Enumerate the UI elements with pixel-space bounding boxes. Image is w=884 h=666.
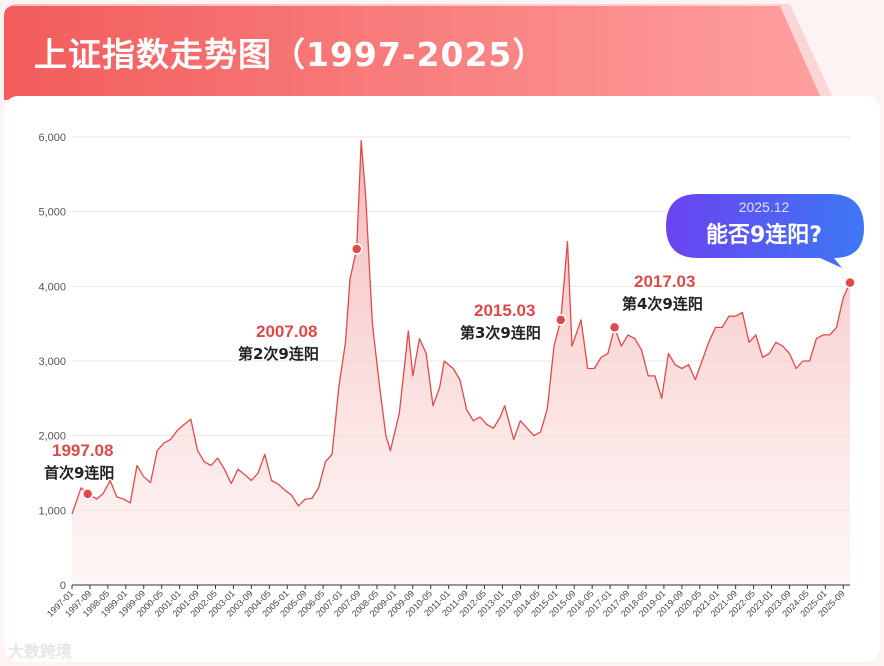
y-tick-label: 0 — [60, 580, 66, 592]
annotation-3-date: 2015.03 — [474, 301, 536, 320]
title-banner — [4, 6, 822, 100]
bubble-date: 2025.12 — [738, 199, 790, 215]
event-marker-dot — [844, 276, 856, 289]
y-tick-label: 3,000 — [38, 356, 66, 368]
annotation-1-label: 首次9连阳 — [44, 464, 115, 482]
series-line — [71, 140, 851, 515]
event-marker-dot — [608, 321, 621, 334]
series-area — [72, 140, 850, 585]
watermark-logo: 大数跨境 — [8, 642, 73, 661]
y-tick-label: 1,000 — [38, 505, 66, 517]
y-axis-ticks: 0 1,000 2,000 3,000 4,000 5,000 6,000 — [38, 132, 66, 592]
bubble-question: 能否9连阳? — [705, 223, 823, 248]
x-axis-ticks: 1997-011997-091998-051999-011999-092000-… — [45, 585, 847, 619]
bubble-shape — [666, 194, 864, 268]
annotation-4-date: 2017.03 — [634, 272, 696, 291]
event-marker-dot — [81, 488, 94, 500]
annotation-2-label: 第2次9连阳 — [238, 345, 319, 363]
y-tick-label: 6,000 — [38, 132, 66, 144]
event-marker-dot — [350, 243, 363, 255]
y-tick-label: 4,000 — [38, 281, 66, 293]
annotation-2-date: 2007.08 — [256, 322, 318, 341]
annotation-1-date: 1997.08 — [52, 441, 114, 460]
y-tick-label: 5,000 — [38, 207, 66, 219]
y-tick-label: 2,000 — [38, 431, 66, 443]
event-markers — [81, 243, 856, 500]
annotation-3-label: 第3次9连阳 — [460, 324, 541, 342]
event-marker-dot — [555, 314, 567, 326]
annotation-4-label: 第4次9连阳 — [622, 295, 703, 313]
chart-title: 上证指数走势图（1997-2025） — [34, 35, 547, 74]
